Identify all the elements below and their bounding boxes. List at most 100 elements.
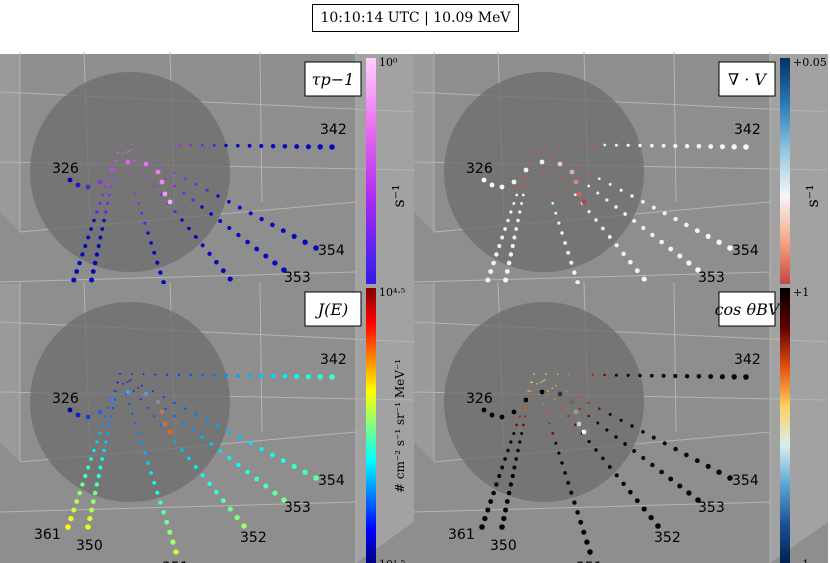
field-line-point — [554, 441, 558, 445]
field-line-point — [143, 451, 147, 455]
field-line-point — [95, 440, 99, 444]
field-line-point — [587, 184, 591, 188]
loop-point — [159, 179, 165, 185]
field-line-point — [614, 373, 618, 377]
field-line-point — [164, 407, 167, 411]
grid-line — [259, 51, 263, 203]
node-label-352: 352 — [654, 530, 681, 546]
field-line-point — [139, 168, 142, 171]
field-line-point — [553, 398, 556, 401]
field-line-point — [649, 143, 654, 148]
field-line-point — [329, 144, 335, 150]
field-line-point — [270, 222, 275, 228]
field-line-point — [651, 205, 656, 210]
field-line-point — [90, 499, 96, 504]
colorbar-unit: # cm⁻² s⁻¹ sr⁻¹ MeV⁻¹ — [393, 359, 407, 493]
field-line-point — [508, 482, 514, 487]
field-line-point — [247, 143, 252, 148]
field-line-point — [117, 151, 119, 154]
field-line-point — [126, 381, 128, 384]
quantity-tag: cos θBV — [715, 300, 781, 319]
field-line-point — [272, 260, 278, 266]
field-line-point — [708, 374, 714, 379]
field-line-point — [227, 429, 231, 434]
figure-title: 10:10:14 UTC | 10.09 MeV — [312, 4, 519, 32]
field-line-point — [668, 476, 674, 482]
loop-point — [85, 184, 91, 190]
field-line-point — [632, 219, 637, 223]
loop-point — [125, 389, 131, 395]
field-line-point — [566, 250, 571, 255]
field-line-point — [731, 374, 737, 380]
field-line-point — [546, 390, 549, 392]
loop-point — [143, 391, 149, 397]
field-line-point — [173, 401, 176, 405]
field-line-point — [626, 373, 630, 377]
field-line-point — [329, 374, 335, 380]
field-line-point — [128, 150, 130, 152]
field-line-point — [146, 176, 149, 179]
node-label-342: 342 — [734, 122, 761, 138]
field-line-point — [130, 379, 132, 381]
field-line-point — [92, 218, 96, 223]
loop-point — [499, 414, 505, 420]
field-line-point — [542, 402, 545, 405]
field-line-point — [107, 193, 111, 197]
loop-point — [159, 409, 165, 415]
field-line-point — [77, 260, 82, 266]
field-line-point — [200, 143, 204, 147]
field-line-point — [92, 448, 96, 453]
field-line-point — [542, 150, 544, 152]
field-line-point — [282, 143, 288, 149]
field-line-point — [518, 185, 521, 188]
field-line-point — [575, 510, 580, 515]
field-line-point — [628, 259, 633, 265]
field-line-point — [638, 373, 642, 378]
field-line-point — [220, 268, 226, 274]
loop-point — [539, 389, 545, 395]
field-line-point — [161, 280, 166, 285]
field-line-point — [567, 184, 570, 188]
field-line-point — [563, 471, 567, 475]
panel-left-wall — [414, 54, 434, 232]
field-line-point — [568, 373, 571, 376]
field-line-point — [80, 482, 85, 487]
field-line-point — [254, 476, 260, 482]
node-label-326: 326 — [52, 161, 79, 177]
node-label-326: 326 — [52, 391, 79, 407]
loop-point — [539, 159, 545, 165]
field-line-point — [259, 216, 264, 222]
field-line-point — [509, 440, 513, 444]
field-line-point — [508, 252, 514, 257]
field-line-point — [98, 235, 103, 240]
field-line-point — [560, 406, 563, 409]
field-line-point — [94, 482, 100, 487]
quantity-tag-box — [718, 291, 776, 327]
field-line-point — [153, 414, 156, 418]
field-line-point — [696, 143, 702, 149]
field-line-point — [207, 251, 212, 256]
field-line-point — [731, 144, 737, 150]
field-line-point — [111, 406, 114, 410]
field-line-point — [182, 421, 186, 425]
field-line-point — [503, 227, 507, 231]
field-line-point — [503, 507, 509, 513]
field-line-point — [605, 428, 609, 432]
field-line-point — [167, 529, 173, 535]
field-line-point — [220, 498, 226, 504]
grid-line — [413, 501, 771, 513]
field-line-point — [224, 373, 228, 378]
field-line-point — [282, 373, 288, 379]
field-line-point — [521, 193, 525, 197]
grid-line — [673, 51, 677, 203]
field-line-point — [218, 449, 223, 453]
field-line-point — [565, 160, 568, 163]
field-line-point — [115, 160, 118, 162]
node-label-351: 351 — [576, 560, 603, 563]
field-line-point — [659, 239, 664, 245]
sun-sphere — [30, 302, 230, 502]
field-line-point — [189, 143, 193, 147]
field-line-point — [520, 432, 524, 435]
field-line-point — [247, 373, 252, 378]
field-line-point — [166, 143, 169, 146]
